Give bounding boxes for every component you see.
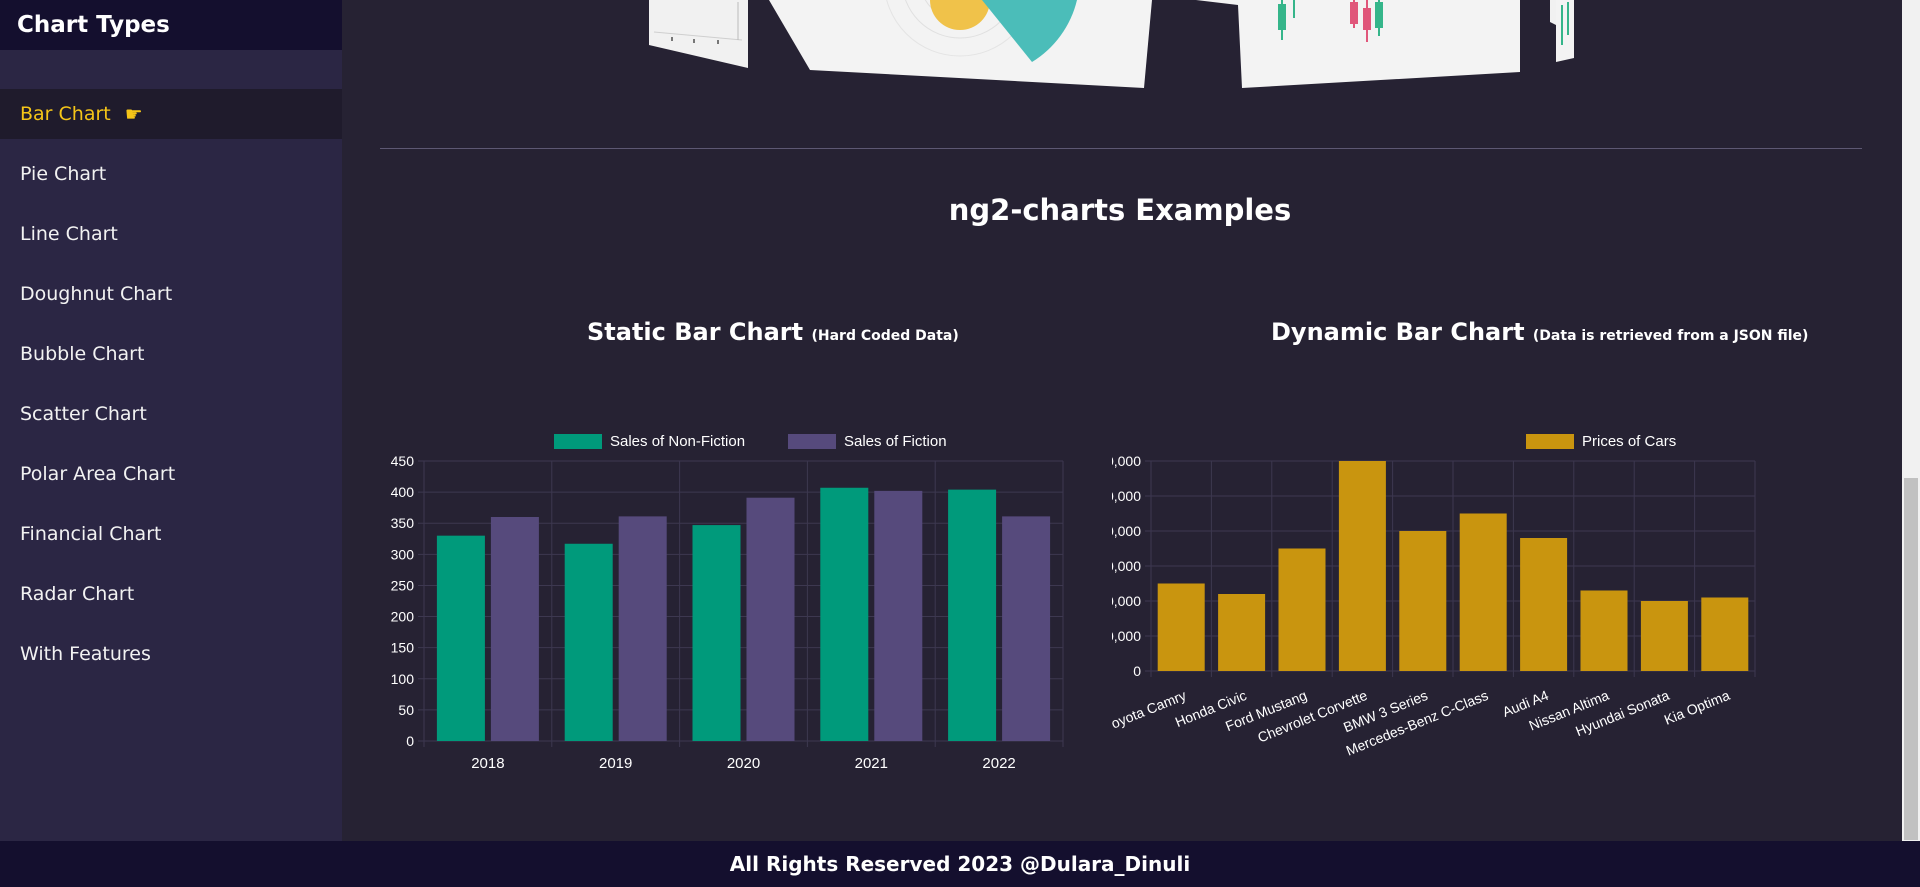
bar xyxy=(1399,531,1447,671)
sidebar-item-polar-area-chart[interactable]: Polar Area Chart xyxy=(0,449,342,499)
x-tick-label: 2018 xyxy=(471,755,504,772)
preview-card-left xyxy=(649,0,748,68)
sidebar-item-label: Bar Chart xyxy=(20,103,111,125)
legend-swatch xyxy=(1526,434,1574,449)
footer: All Rights Reserved 2023 @Dulara_Dinuli xyxy=(0,841,1920,887)
bar xyxy=(1459,513,1507,671)
x-tick-label: 2022 xyxy=(982,755,1015,772)
y-tick-label: 60,000 xyxy=(1112,453,1141,469)
bar xyxy=(436,535,485,741)
legend-swatch xyxy=(788,434,836,449)
dynamic-bar-chart: Prices of Cars 0 10,000 20,000 30,000 40,000 5… xyxy=(1112,433,1756,759)
y-tick-label: 400 xyxy=(391,484,415,500)
y-tick-label: 150 xyxy=(391,640,415,656)
dynamic-chart-title: Dynamic Bar Chart (Data is retrieved fro… xyxy=(1271,318,1808,346)
x-tick-label: Kia Optima xyxy=(1662,687,1732,728)
sidebar-item-label: With Features xyxy=(20,643,151,665)
y-tick-label: 250 xyxy=(391,577,415,593)
bar xyxy=(746,497,795,741)
y-tick-label: 0 xyxy=(406,733,414,749)
y-tick-label: 0 xyxy=(1133,663,1141,679)
pointing-hand-icon: ☛ xyxy=(124,102,143,126)
y-tick-label: 100 xyxy=(391,671,415,687)
sidebar-item-with-features[interactable]: With Features xyxy=(0,629,342,679)
bar xyxy=(1218,594,1266,671)
bar xyxy=(1278,548,1326,671)
bar xyxy=(874,490,923,741)
y-tick-label: 50 xyxy=(398,702,414,718)
hero-banner xyxy=(649,0,1574,88)
static-bar-chart: Sales of Non-Fiction Sales of Fiction 0 50 1… xyxy=(391,433,1064,772)
legend-label: Sales of Non-Fiction xyxy=(610,433,745,450)
bar xyxy=(1640,601,1688,671)
bar xyxy=(1157,583,1205,671)
sidebar-item-label: Financial Chart xyxy=(20,523,162,545)
x-tick-label: 2019 xyxy=(599,755,632,772)
sidebar-item-scatter-chart[interactable]: Scatter Chart xyxy=(0,389,342,439)
sidebar-item-bar-chart[interactable]: Bar Chart ☛ xyxy=(0,89,342,139)
sidebar-item-label: Pie Chart xyxy=(20,163,107,185)
y-tick-label: 350 xyxy=(391,515,415,531)
preview-card-polar xyxy=(769,0,1152,88)
page-title: ng2-charts Examples xyxy=(948,193,1292,227)
bar xyxy=(948,489,997,741)
bar xyxy=(1580,590,1628,671)
sidebar-item-label: Polar Area Chart xyxy=(20,463,176,485)
sidebar-item-radar-chart[interactable]: Radar Chart xyxy=(0,569,342,619)
sidebar: Chart Types Bar Chart ☛ Pie Chart Line C… xyxy=(0,0,342,841)
sidebar-item-pie-chart[interactable]: Pie Chart xyxy=(0,149,342,199)
legend-label: Prices of Cars xyxy=(1582,433,1676,450)
static-chart-title-text: Static Bar Chart xyxy=(587,318,804,346)
y-tick-label: 300 xyxy=(391,546,415,562)
preview-card-right xyxy=(1550,0,1574,62)
legend-swatch xyxy=(554,434,602,449)
sidebar-item-label: Scatter Chart xyxy=(20,403,147,425)
sidebar-item-financial-chart[interactable]: Financial Chart xyxy=(0,509,342,559)
bar xyxy=(618,516,667,741)
y-tick-label: 20,000 xyxy=(1112,593,1141,609)
sidebar-item-label: Line Chart xyxy=(20,223,118,245)
bar xyxy=(692,525,741,741)
scrollbar[interactable] xyxy=(1902,0,1920,841)
preview-card-candlestick xyxy=(1196,0,1520,88)
dynamic-chart-subtitle: (Data is retrieved from a JSON file) xyxy=(1532,328,1809,344)
legend-label: Sales of Fiction xyxy=(844,433,947,450)
scroll-thumb[interactable] xyxy=(1904,478,1918,840)
sidebar-item-label: Bubble Chart xyxy=(20,343,145,365)
y-tick-label: 10,000 xyxy=(1112,628,1141,644)
y-tick-label: 50,000 xyxy=(1112,488,1141,504)
x-tick-label: 2021 xyxy=(855,755,888,772)
bar xyxy=(1002,516,1051,741)
sidebar-item-doughnut-chart[interactable]: Doughnut Chart xyxy=(0,269,342,319)
section-divider xyxy=(380,148,1862,149)
bar xyxy=(820,487,869,741)
y-tick-label: 30,000 xyxy=(1112,558,1141,574)
bar xyxy=(490,517,539,741)
x-tick-label: 2020 xyxy=(727,755,760,772)
y-tick-label: 40,000 xyxy=(1112,523,1141,539)
sidebar-item-label: Radar Chart xyxy=(20,583,135,605)
main-content: ng2-charts Examples Static Bar Chart (Ha… xyxy=(342,0,1902,841)
bar xyxy=(1520,538,1568,671)
sidebar-item-label: Doughnut Chart xyxy=(20,283,173,305)
static-chart-subtitle: (Hard Coded Data) xyxy=(811,328,959,344)
sidebar-item-line-chart[interactable]: Line Chart xyxy=(0,209,342,259)
sidebar-item-bubble-chart[interactable]: Bubble Chart xyxy=(0,329,342,379)
bar xyxy=(1701,597,1749,671)
dynamic-chart-title-text: Dynamic Bar Chart xyxy=(1271,318,1525,346)
sidebar-title: Chart Types xyxy=(0,0,342,50)
y-tick-label: 200 xyxy=(391,609,415,625)
bar xyxy=(564,543,613,741)
footer-text: All Rights Reserved 2023 @Dulara_Dinuli xyxy=(729,852,1191,876)
y-tick-label: 450 xyxy=(391,453,415,469)
bar xyxy=(1338,461,1386,671)
static-chart-title: Static Bar Chart (Hard Coded Data) xyxy=(587,318,959,346)
